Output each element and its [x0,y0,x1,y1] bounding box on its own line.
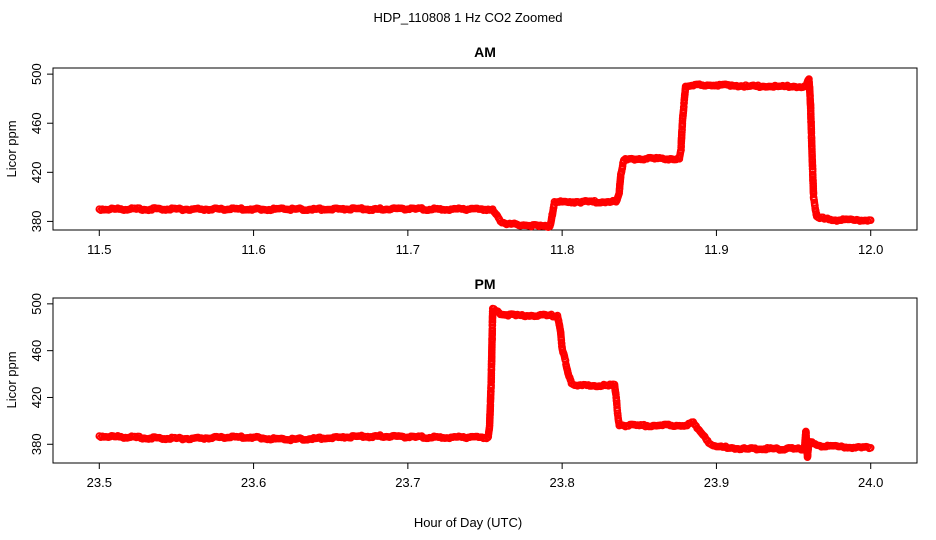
figure-title: HDP_110808 1 Hz CO2 Zoomed [373,10,562,25]
panel-am-x-tick-label: 11.6 [241,242,265,257]
panel-pm-y-axis-label-group: Licor ppm [4,351,19,408]
panel-am-x-tick-label: 11.7 [396,242,420,257]
panel-pm-y-tick-label: 380 [29,433,44,455]
panel-am-title: AM [474,44,496,60]
x-axis-label: Hour of Day (UTC) [414,515,522,530]
panel-am-x-tick-label: 11.8 [550,242,574,257]
panel-am-x-tick-label: 11.5 [87,242,111,257]
panel-pm-ticks: 23.5 23.6 23.7 23.8 23.9 24.0 380 420 460 500 [29,293,883,490]
panel-pm-y-tick-label: 500 [29,293,44,315]
panel-pm-data-point [561,356,570,365]
panel-pm-data-point [866,443,875,452]
panel-pm-x-tick-label: 23.8 [549,475,574,490]
panel-pm-plot-frame [52,297,918,464]
panel-am-points [95,75,875,232]
panel-pm-y-tick-label: 460 [29,340,44,362]
panel-am-y-axis-label-group: Licor ppm [4,120,19,177]
panel-am-y-tick-label: 420 [29,161,44,183]
panel-pm-points [95,304,875,461]
panel-am-x-tick-label: 11.9 [704,242,728,257]
panel-pm-y-tick-label: 420 [29,387,44,409]
panel-am: AM Licor ppm 11.5 11.6 11.7 11.8 11.9 12.0 380… [4,44,918,257]
panel-pm-x-tick-label: 23.5 [87,475,112,490]
panel-am-ticks: 11.5 11.6 11.7 11.8 11.9 12.0 380 420 460 500 [29,63,883,257]
panel-pm-y-axis-label: Licor ppm [4,351,19,408]
panel-am-y-tick-label: 380 [29,211,44,233]
panel-pm: PM Licor ppm 23.5 23.6 23.7 23.8 23.9 24.0 380… [4,276,918,490]
panel-pm-x-tick-label: 23.6 [241,475,266,490]
panel-pm-title: PM [475,276,496,292]
panel-am-plot-frame [52,67,918,231]
panel-am-y-tick-label: 460 [29,112,44,134]
panel-am-data-point [866,216,875,224]
panel-am-y-axis-label: Licor ppm [4,120,19,177]
panel-pm-x-tick-label: 24.0 [858,475,883,490]
panel-pm-x-tick-label: 23.7 [395,475,420,490]
panel-am-x-tick-label: 12.0 [858,242,883,257]
panel-am-y-tick-label: 500 [29,63,44,85]
panel-pm-x-tick-label: 23.9 [704,475,729,490]
